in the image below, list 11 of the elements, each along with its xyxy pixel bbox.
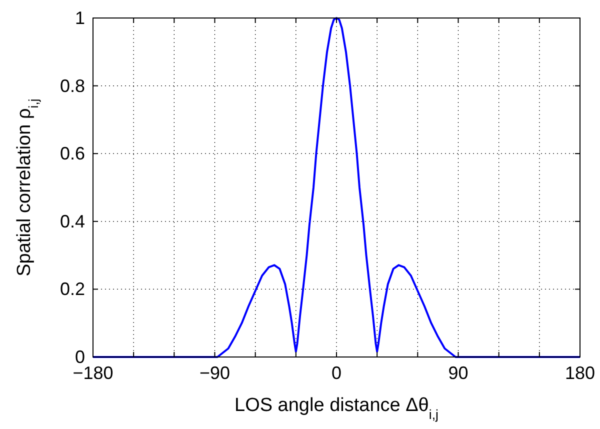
x-tick-label: 180 — [564, 363, 596, 383]
y-tick-label: 0.4 — [60, 211, 85, 232]
y-tick-label: 0.2 — [60, 279, 85, 300]
y-tick-label: 1 — [74, 8, 85, 28]
y-tick-label: 0.8 — [60, 76, 85, 96]
y-tick-label: 0.6 — [60, 144, 85, 164]
x-tick-label: −90 — [199, 363, 230, 383]
x-axis-title: LOS angle distance Δθ$_{i,j}$ — [234, 395, 439, 422]
x-tick-label: 90 — [448, 363, 468, 383]
line-series — [92, 17, 581, 358]
x-tick-label: 0 — [331, 363, 342, 383]
